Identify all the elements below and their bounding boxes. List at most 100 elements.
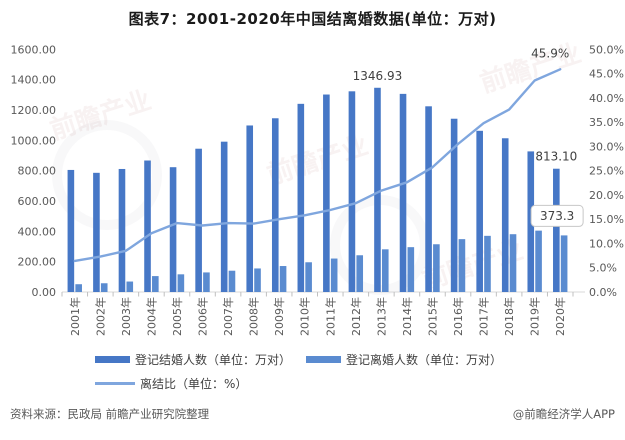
left-axis-tick-label: 600.00 — [18, 195, 57, 208]
ratio-line-swatch-icon — [95, 382, 135, 385]
chart-legend: 登记结婚人数（单位：万对） 登记离婚人数（单位：万对） 离结比（单位：%） — [95, 351, 595, 392]
divorce-bar — [177, 274, 185, 292]
divorce-bar — [126, 281, 134, 292]
x-axis-category-label: 2006年 — [196, 297, 210, 336]
x-axis-category-label: 2020年 — [553, 297, 567, 336]
divorce-value-label: 373.3 — [540, 209, 574, 223]
divorce-bar — [509, 234, 517, 292]
marriage-value-label: 1346.93 — [353, 69, 403, 83]
marriage-bar — [476, 130, 483, 292]
marriage-bar-swatch-icon — [95, 356, 130, 363]
legend-label-ratio: 离结比（单位：%） — [140, 377, 248, 391]
left-axis-tick-label: 200.00 — [18, 256, 57, 269]
marriage-value-label: 813.10 — [535, 150, 577, 164]
marriage-bar — [271, 118, 279, 293]
marriage-bar — [144, 160, 151, 292]
x-axis-category-label: 2010年 — [298, 297, 312, 336]
left-axis-tick-label: 0.00 — [32, 286, 57, 299]
x-axis-category-label: 2011年 — [323, 297, 337, 336]
left-axis-tick-label: 1000.00 — [11, 134, 57, 147]
divorce-bar — [433, 244, 440, 292]
x-axis-category-label: 2004年 — [144, 297, 158, 336]
x-axis-category-label: 2017年 — [477, 297, 491, 336]
marriage-bar — [501, 138, 509, 292]
divorce-bar — [254, 268, 261, 292]
divorce-bar — [75, 284, 82, 292]
chart-title: 图表7：2001-2020年中国结离婚数据(单位：万对) — [128, 10, 497, 28]
callout-box — [530, 204, 584, 227]
divorce-bar — [330, 258, 338, 292]
x-axis-category-label: 2001年 — [68, 297, 82, 336]
ratio-line — [73, 68, 562, 263]
marriage-bar — [399, 93, 407, 292]
x-axis-category-label: 2019年 — [528, 297, 542, 336]
marriage-bar — [553, 168, 560, 292]
x-axis-category-label: 2005年 — [170, 297, 184, 336]
right-axis-tick-label: 15.0% — [589, 213, 624, 226]
divorce-bar — [279, 266, 287, 292]
ratio-end-label: 45.9% — [531, 46, 569, 60]
marriage-bar — [323, 94, 330, 293]
legend-label-divorce: 登记离婚人数（单位：万对） — [346, 353, 503, 367]
divorce-bar — [356, 255, 364, 292]
left-axis-tick-label: 1200.00 — [11, 104, 57, 117]
divorce-bar — [407, 247, 415, 292]
marriage-bar — [195, 148, 202, 292]
chart-canvas: 1600.00 1400.00 1200.00 1000.00 800.00 600.00… — [11, 43, 624, 336]
divorce-bar — [305, 262, 312, 292]
right-axis-tick-label: 10.0% — [589, 237, 624, 250]
divorce-bar — [535, 230, 542, 292]
x-axis-category-label: 2012年 — [349, 297, 363, 336]
right-axis-tick-label: 45.0% — [589, 68, 624, 81]
x-axis-category-label: 2008年 — [247, 297, 261, 336]
x-axis-category-label: 2002年 — [93, 297, 107, 336]
left-axis-tick-label: 1600.00 — [11, 43, 57, 56]
source-note: 资料来源：民政局 前瞻产业研究院整理 — [10, 407, 210, 421]
right-axis-tick-label: 40.0% — [589, 92, 624, 105]
marriage-bar — [297, 103, 305, 292]
legend-label-marriage: 登记结婚人数（单位：万对） — [135, 353, 292, 367]
divorce-bar — [228, 270, 236, 292]
divorce-bar — [152, 276, 159, 292]
x-axis-category-label: 2016年 — [451, 297, 465, 336]
right-axis-tick-label: 20.0% — [589, 189, 624, 202]
x-axis-category-label: 2018年 — [502, 297, 516, 336]
x-axis-category-label: 2003年 — [119, 297, 133, 336]
divorce-bar — [458, 239, 466, 292]
marriage-bar — [348, 91, 356, 293]
marriage-bar — [425, 106, 432, 292]
legend-item-marriage: 登记结婚人数（单位：万对） — [95, 351, 291, 368]
right-axis-tick-label: 25.0% — [589, 165, 624, 178]
chart-footer: 资料来源：民政局 前瞻产业研究院整理 @前瞻经济学人APP — [0, 406, 625, 422]
divorce-bar — [560, 235, 568, 292]
x-axis-category-label: 2007年 — [221, 297, 235, 336]
left-axis-tick-label: 800.00 — [18, 165, 57, 178]
divorce-bar — [484, 235, 491, 292]
marriage-bar — [374, 87, 381, 293]
divorce-bar — [381, 249, 389, 292]
right-axis-tick-label: 30.0% — [589, 140, 624, 153]
marriage-bar — [246, 125, 254, 292]
divorce-bar-swatch-icon — [306, 356, 342, 363]
left-axis-tick-label: 400.00 — [18, 225, 57, 238]
marriage-bar — [118, 168, 126, 292]
left-axis-tick-label: 1400.00 — [11, 74, 57, 87]
x-axis-category-label: 2015年 — [425, 297, 439, 336]
x-axis-category-label: 2009年 — [272, 297, 286, 336]
right-axis-tick-label: 50.0% — [589, 43, 624, 56]
right-axis-tick-label: 35.0% — [589, 116, 624, 129]
right-axis-tick-label: 0.0% — [589, 286, 617, 299]
marriage-bar — [450, 118, 458, 292]
x-axis-category-label: 2014年 — [400, 297, 414, 336]
right-axis-tick-label: 5.0% — [589, 262, 617, 275]
legend-item-divorce: 登记离婚人数（单位：万对） — [306, 351, 502, 368]
marriage-bar — [169, 167, 177, 292]
divorce-bar — [203, 272, 210, 292]
marriage-bar — [93, 172, 100, 292]
marriage-bar — [220, 141, 228, 292]
credit-note: @前瞻经济学人APP — [512, 407, 615, 421]
x-axis-category-label: 2013年 — [374, 297, 388, 336]
marriage-bar — [67, 169, 75, 292]
legend-item-ratio: 离结比（单位：%） — [95, 375, 247, 392]
